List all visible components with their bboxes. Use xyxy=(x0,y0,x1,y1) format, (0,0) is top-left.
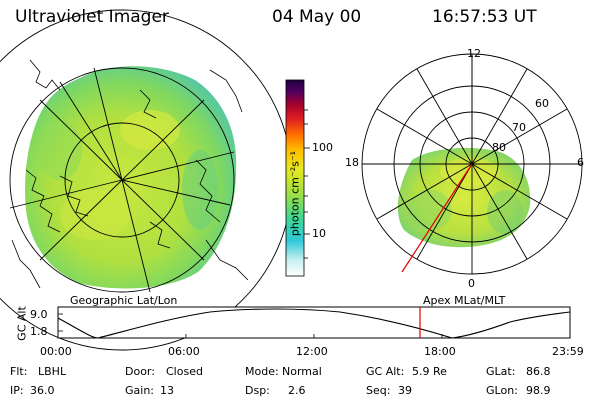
status-door-key: Door: xyxy=(125,365,155,378)
mlat-label-70: 70 xyxy=(512,121,526,134)
status-gcalt-value: 5.9 Re xyxy=(412,365,447,378)
status-seq-value: 39 xyxy=(398,384,412,397)
colorbar-tick-10: 10 xyxy=(312,227,326,240)
status-dsp-key: Dsp: xyxy=(245,384,270,397)
altitude-curve xyxy=(57,308,571,339)
altitude-xtick-1800: 18:00 xyxy=(424,345,456,358)
status-gain-value: 13 xyxy=(160,384,174,397)
status-ip-value: 36.0 xyxy=(30,384,55,397)
status-flt-key: Flt: xyxy=(10,365,28,378)
time-label: 16:57:53 UT xyxy=(432,7,537,27)
geographic-panel xyxy=(0,9,293,351)
status-glat-value: 86.8 xyxy=(526,365,551,378)
status-flt-value: LBHL xyxy=(38,365,67,378)
status-mode-value: Normal xyxy=(282,365,322,378)
altitude-frame xyxy=(57,306,571,339)
altitude-ytick-1-8: 1.8 xyxy=(30,325,48,338)
status-glon-value: 98.9 xyxy=(526,384,551,397)
colorbar-gradient xyxy=(285,79,305,277)
status-gcalt-key: GC Alt: xyxy=(366,365,405,378)
status-gain-key: Gain: xyxy=(125,384,154,397)
apex-time-marker xyxy=(401,163,473,273)
status-door-value: Closed xyxy=(166,365,203,378)
mlt-label-0: 0 xyxy=(468,277,475,290)
geo-panel-label: Geographic Lat/Lon xyxy=(70,294,178,307)
status-mode-key: Mode: xyxy=(245,365,279,378)
mlat-label-80: 80 xyxy=(492,141,506,154)
mlat-label-60: 60 xyxy=(535,97,549,110)
colorbar-unit-label: photon cm⁻²s⁻¹ xyxy=(288,150,302,237)
date-label: 04 May 00 xyxy=(272,7,362,27)
altitude-xtick-2359: 23:59 xyxy=(552,345,584,358)
status-ip-key: IP: xyxy=(10,384,24,397)
altitude-xtick-0000: 00:00 xyxy=(40,345,72,358)
colorbar-tick-100: 100 xyxy=(312,141,333,154)
altitude-xtick-0600: 06:00 xyxy=(168,345,200,358)
altitude-xtick-1200: 12:00 xyxy=(296,345,328,358)
altitude-ylabel: GC Alt xyxy=(15,306,29,341)
status-glat-key: GLat: xyxy=(486,365,516,378)
geo-coastlines xyxy=(11,59,249,289)
colorbar xyxy=(285,79,310,277)
status-seq-key: Seq: xyxy=(366,384,391,397)
instrument-title: Ultraviolet Imager xyxy=(15,7,169,27)
mlt-label-18: 18 xyxy=(345,156,359,169)
altitude-ytick-9: 9.0 xyxy=(30,308,48,321)
apex-aurora-texture xyxy=(408,158,523,234)
mlt-label-6: 6 xyxy=(577,156,584,169)
apex-panel-label: Apex MLat/MLT xyxy=(423,294,506,307)
geo-aurora-texture xyxy=(38,110,218,240)
status-dsp-value: 2.6 xyxy=(288,384,306,397)
apex-panel xyxy=(361,53,583,275)
altitude-strip xyxy=(57,306,571,339)
mlt-label-12: 12 xyxy=(467,47,481,60)
status-glon-key: GLon: xyxy=(486,384,518,397)
